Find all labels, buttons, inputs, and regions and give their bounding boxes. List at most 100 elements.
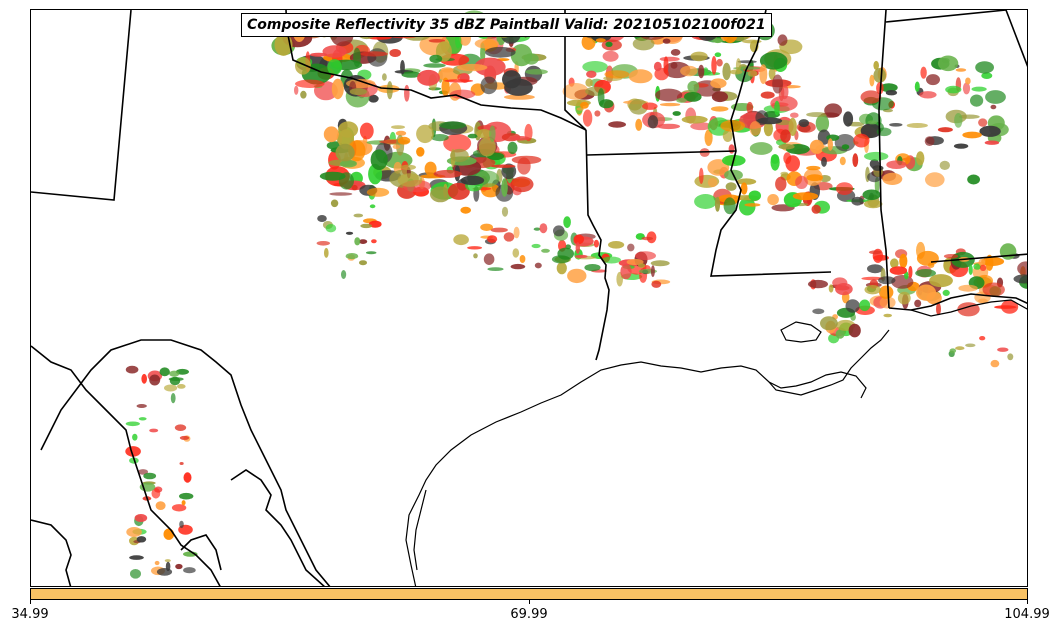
reflectivity-blob [712, 38, 723, 44]
reflectivity-blob [295, 79, 325, 89]
reflectivity-blob [699, 167, 704, 184]
reflectivity-blob [775, 176, 787, 192]
reflectivity-blob [595, 38, 606, 43]
reflectivity-blob [392, 144, 401, 149]
reflectivity-blob [945, 85, 962, 94]
reflectivity-blob [143, 472, 157, 480]
reflectivity-blob [749, 121, 762, 136]
reflectivity-blob [179, 462, 184, 465]
reflectivity-blob [659, 102, 681, 107]
reflectivity-blob [319, 171, 346, 181]
reflectivity-blob [181, 500, 186, 506]
reflectivity-blob [824, 103, 842, 118]
reflectivity-blob [310, 52, 328, 57]
reflectivity-blob [812, 308, 825, 315]
reflectivity-blob [429, 54, 443, 64]
reflectivity-blob [512, 248, 520, 258]
reflectivity-blob [672, 111, 681, 116]
reflectivity-blob [641, 236, 654, 241]
reflectivity-blob [510, 176, 534, 193]
reflectivity-blob [997, 347, 1009, 352]
reflectivity-blob [711, 56, 717, 75]
reflectivity-blob [602, 256, 621, 264]
reflectivity-blob [300, 90, 307, 99]
reflectivity-blob [723, 197, 736, 215]
reflectivity-blob [125, 365, 139, 374]
reflectivity-blob [967, 174, 980, 185]
reflectivity-blob [416, 147, 425, 157]
reflectivity-blob [401, 71, 421, 78]
colorbar-tick-mark [1027, 600, 1028, 604]
reflectivity-blob [806, 112, 828, 118]
reflectivity-blob [657, 123, 681, 130]
reflectivity-blob [132, 433, 138, 441]
reflectivity-blob [483, 253, 495, 265]
reflectivity-blob [694, 194, 717, 209]
la-coast [768, 329, 890, 396]
reflectivity-blob [562, 83, 589, 100]
reflectivity-blob [359, 122, 374, 140]
reflectivity-blob [295, 57, 311, 75]
reflectivity-blob [553, 225, 565, 237]
reflectivity-blob [651, 280, 662, 288]
reflectivity-blob [809, 139, 824, 154]
ga-fl-border [930, 253, 1027, 263]
reflectivity-blob [670, 49, 681, 56]
reflectivity-blob [755, 110, 769, 126]
reflectivity-blob [620, 263, 632, 280]
reflectivity-blob [533, 227, 541, 231]
reflectivity-blob [914, 81, 920, 92]
reflectivity-blob [690, 51, 708, 62]
reflectivity-blob [785, 155, 800, 172]
reflectivity-blob [417, 69, 440, 86]
reflectivity-blob [397, 136, 411, 145]
reflectivity-blob [738, 197, 756, 216]
reflectivity-blob [159, 367, 170, 377]
reflectivity-blob [886, 160, 907, 169]
reflectivity-blob [134, 514, 148, 522]
reflectivity-blob [608, 121, 626, 128]
reflectivity-blob [474, 38, 499, 49]
reflectivity-blob [433, 169, 462, 178]
reflectivity-blob [861, 276, 884, 281]
reflectivity-blob [759, 52, 788, 70]
reflectivity-blob [339, 160, 357, 168]
reflectivity-blob [937, 127, 953, 133]
ms-al-border [878, 10, 890, 309]
reflectivity-blob [345, 253, 359, 260]
inner-border-a [31, 519, 72, 586]
reflectivity-blob [523, 53, 539, 65]
colorbar-tick-label-mid: 69.99 [510, 607, 548, 622]
reflectivity-blob [367, 48, 388, 67]
reflectivity-blob [534, 262, 542, 269]
reflectivity-blob [659, 56, 680, 62]
reflectivity-blob [955, 68, 967, 72]
reflectivity-blob [490, 227, 508, 233]
reflectivity-blob [174, 424, 187, 432]
reflectivity-blob [400, 60, 405, 75]
reflectivity-blob [575, 242, 580, 254]
reflectivity-blob [138, 417, 147, 421]
reflectivity-blob [509, 136, 530, 141]
reflectivity-blob [441, 77, 450, 97]
reflectivity-blob [710, 106, 729, 112]
reflectivity-blob [889, 123, 903, 127]
reflectivity-blob [294, 85, 299, 95]
reflectivity-blob [137, 469, 149, 475]
reflectivity-blob [341, 270, 347, 279]
reflectivity-blob [604, 70, 630, 79]
reflectivity-blob [585, 78, 593, 87]
reflectivity-blob [480, 223, 493, 231]
reflectivity-blob [826, 134, 840, 141]
reflectivity-blob [369, 204, 376, 209]
reflectivity-blob [798, 119, 810, 128]
reflectivity-blob [440, 67, 454, 73]
reflectivity-blob [937, 55, 959, 72]
reflectivity-blob [575, 254, 588, 259]
reflectivity-blob [929, 274, 953, 288]
reflectivity-blob [742, 39, 762, 44]
reflectivity-blob [725, 182, 737, 191]
sabine-river-border [585, 129, 610, 361]
reflectivity-blob [968, 264, 973, 275]
reflectivity-blob [653, 61, 662, 72]
